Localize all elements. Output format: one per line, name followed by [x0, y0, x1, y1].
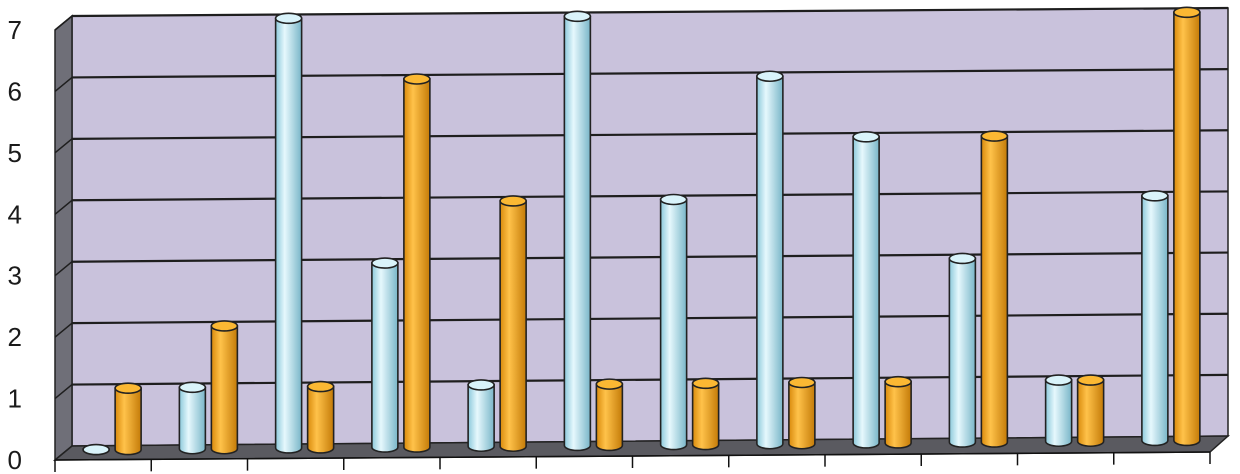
bar-top [178, 381, 207, 394]
bar-body [788, 381, 816, 450]
gridline [71, 373, 1229, 386]
bar-top [274, 12, 303, 25]
bar [1173, 6, 1201, 447]
bar-body [178, 386, 207, 455]
bar-body [948, 257, 977, 448]
bar [1076, 374, 1105, 448]
bar-top [948, 252, 977, 265]
y-tick-label: 0 [8, 445, 22, 474]
gridline [71, 312, 1229, 325]
bar-body [1173, 11, 1201, 447]
bar [1044, 374, 1073, 448]
bar [210, 320, 239, 455]
gridline-side [54, 15, 73, 31]
bar-top [691, 377, 720, 390]
bar-body [884, 380, 912, 449]
gridline [71, 6, 1229, 18]
bar-top [756, 70, 784, 83]
bar-top [884, 375, 912, 388]
bar [499, 195, 527, 453]
bar-body [210, 325, 239, 455]
bar-top [1173, 6, 1201, 19]
y-tick-label: 6 [8, 76, 22, 106]
bar [595, 378, 624, 452]
bar-top [659, 193, 688, 206]
gridline-side [54, 261, 73, 277]
bar-body [499, 200, 527, 453]
bar-top [980, 130, 1009, 142]
bar-top [306, 380, 335, 393]
bar-top [852, 130, 880, 143]
bar-top [1141, 189, 1169, 202]
bar-top [1076, 374, 1105, 386]
bar-top [788, 376, 816, 389]
bar-body [467, 384, 495, 453]
bar [884, 375, 912, 449]
bar-body [1076, 379, 1105, 448]
bar [980, 130, 1009, 448]
gridline [71, 251, 1229, 263]
gridline [71, 190, 1229, 202]
bar-body [1044, 379, 1073, 448]
bar-top [563, 10, 592, 23]
bar [306, 380, 335, 454]
bar-body [1141, 194, 1169, 447]
bar-body [980, 135, 1009, 448]
gridline [71, 129, 1229, 140]
y-tick-label: 5 [8, 138, 22, 168]
bar-body [756, 75, 784, 450]
bar [563, 10, 592, 452]
bar-body [114, 387, 142, 456]
gridline-side [54, 76, 73, 93]
bar [467, 379, 495, 453]
bar-top [210, 320, 239, 332]
bar-top [403, 73, 431, 85]
gridline-side [54, 322, 73, 338]
bar [948, 252, 977, 448]
bar [403, 73, 431, 453]
gridline-side [54, 138, 73, 154]
bar-body [852, 135, 880, 449]
bar [788, 376, 816, 450]
bar-body [371, 262, 399, 453]
bar-body [274, 17, 303, 454]
bar-top [595, 378, 624, 390]
bar-body [691, 382, 720, 451]
bar [1141, 189, 1169, 447]
bar [371, 257, 399, 453]
bar [659, 193, 688, 451]
bar [82, 443, 110, 456]
y-tick-label: 4 [8, 199, 22, 229]
bar-top [371, 257, 399, 269]
y-tick-label: 3 [8, 261, 22, 291]
gridline-side [54, 383, 73, 400]
y-tick-label: 7 [8, 15, 22, 45]
bar-top [82, 443, 110, 456]
y-tick-label: 2 [8, 322, 22, 352]
bar [114, 382, 142, 456]
bar [852, 130, 880, 449]
bar-body [306, 385, 335, 454]
bar-top [1044, 374, 1073, 386]
bar [274, 12, 303, 454]
plot-side-wall [54, 14, 73, 462]
bar [178, 381, 207, 455]
bar-top [114, 382, 142, 394]
bar [691, 377, 720, 451]
bar-top [499, 195, 527, 207]
y-tick-label: 1 [8, 384, 22, 414]
bar-top [467, 379, 495, 391]
bar-body [659, 198, 688, 451]
bar [756, 70, 784, 450]
bar-body [595, 383, 624, 452]
gridline [71, 68, 1229, 79]
bar-body [563, 15, 592, 452]
bar-body [403, 78, 431, 453]
gridline-side [54, 199, 73, 215]
